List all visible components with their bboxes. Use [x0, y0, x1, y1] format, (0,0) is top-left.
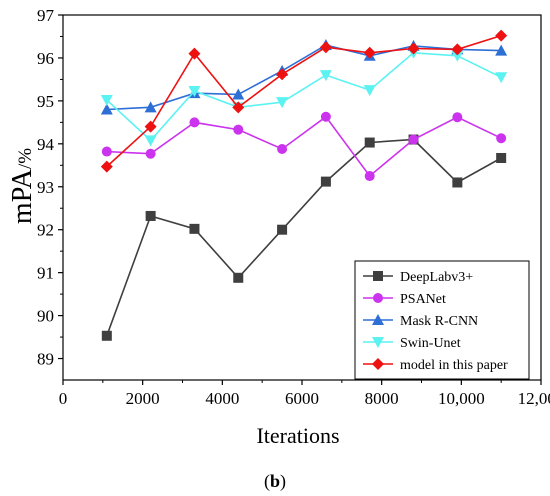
series-line — [106, 115, 502, 178]
plot-area: 0 2000 4000 6000 8000 10,000 12,000 89 90 91 92 93 9… — [37, 6, 550, 408]
data-point — [364, 171, 375, 182]
y-tick-label: 96 — [37, 49, 54, 68]
data-point — [452, 112, 463, 123]
data-point — [101, 330, 112, 341]
data-point — [189, 117, 200, 128]
data-point — [144, 135, 157, 147]
legend-item: model in this paper — [363, 358, 508, 373]
legend-marker — [373, 293, 383, 303]
series-4 — [100, 47, 508, 147]
legend-label: DeepLabv3+ — [400, 270, 473, 285]
data-point — [233, 124, 244, 135]
data-point — [100, 160, 113, 173]
data-point — [276, 68, 289, 81]
legend-marker — [373, 271, 383, 281]
series-layer — [100, 29, 508, 341]
y-tick-label: 90 — [37, 307, 54, 326]
series-5 — [100, 29, 508, 173]
legend-item: PSANet — [363, 292, 446, 307]
data-point — [101, 146, 112, 157]
x-tick-label: 10,000 — [438, 389, 485, 408]
legend-label: Mask R-CNN — [400, 314, 478, 329]
data-point — [100, 95, 113, 107]
series-line — [106, 51, 502, 142]
y-tick-label: 97 — [37, 6, 55, 25]
data-point — [451, 50, 464, 62]
data-point — [189, 223, 200, 234]
data-point — [495, 72, 508, 84]
y-tick-label: 89 — [37, 350, 54, 369]
y-axis-label-main: mPA — [7, 168, 38, 224]
series-line — [106, 44, 502, 111]
x-tick-label: 2000 — [126, 389, 160, 408]
figure-caption-letter: b — [270, 471, 280, 491]
x-axis-label: Iterations — [256, 423, 339, 448]
data-point — [363, 85, 376, 97]
data-point — [319, 70, 332, 82]
legend-label: model in this paper — [400, 358, 508, 373]
legend-item: DeepLabv3+ — [363, 270, 473, 285]
data-point — [188, 86, 201, 98]
data-point — [276, 97, 289, 109]
data-point — [452, 177, 463, 188]
y-tick-label: 95 — [37, 92, 54, 111]
y-tick-label: 91 — [37, 264, 54, 283]
series-2 — [101, 111, 507, 182]
legend-marker — [372, 314, 384, 325]
legend: DeepLabv3+ PSANet Mask R-CNN Swin-Unet model… — [354, 260, 530, 380]
legend-marker — [372, 358, 384, 370]
data-point — [100, 103, 113, 115]
data-point — [319, 41, 332, 54]
data-point — [496, 133, 507, 144]
data-point — [232, 101, 245, 114]
x-tick-label: 0 — [59, 389, 68, 408]
x-tick-label: 8000 — [365, 389, 399, 408]
data-point — [408, 134, 419, 145]
data-point — [363, 46, 376, 59]
data-point — [495, 44, 508, 56]
data-point — [320, 111, 331, 122]
y-tick-label: 93 — [37, 178, 54, 197]
legend-item: Swin-Unet — [363, 336, 461, 351]
data-point — [407, 42, 420, 55]
legend-label: Swin-Unet — [400, 336, 461, 351]
figure-caption: (b) — [264, 471, 286, 492]
legend-label: PSANet — [400, 292, 446, 307]
data-point — [320, 176, 331, 187]
y-axis-label: mPA/% — [7, 148, 38, 224]
data-point — [232, 88, 245, 100]
data-point — [188, 47, 201, 60]
data-point — [496, 152, 507, 163]
legend-marker — [372, 337, 384, 348]
y-tick-label: 94 — [37, 135, 55, 154]
y-tick-label: 92 — [37, 221, 54, 240]
legend-item: Mask R-CNN — [363, 314, 478, 329]
x-tick-label: 12,000 — [518, 389, 550, 408]
data-point — [364, 137, 375, 148]
data-point — [277, 143, 288, 154]
data-point — [277, 224, 288, 235]
data-point — [233, 272, 244, 283]
data-point — [144, 101, 157, 113]
data-point — [495, 29, 508, 42]
series-line — [106, 34, 502, 168]
series-line — [106, 138, 502, 337]
data-point — [144, 120, 157, 133]
x-tick-label: 4000 — [205, 389, 239, 408]
data-point — [145, 148, 156, 159]
series-3 — [100, 39, 508, 115]
data-point — [145, 210, 156, 221]
data-point — [451, 43, 464, 56]
y-axis-label-unit: /% — [15, 148, 36, 169]
x-tick-label: 6000 — [285, 389, 319, 408]
